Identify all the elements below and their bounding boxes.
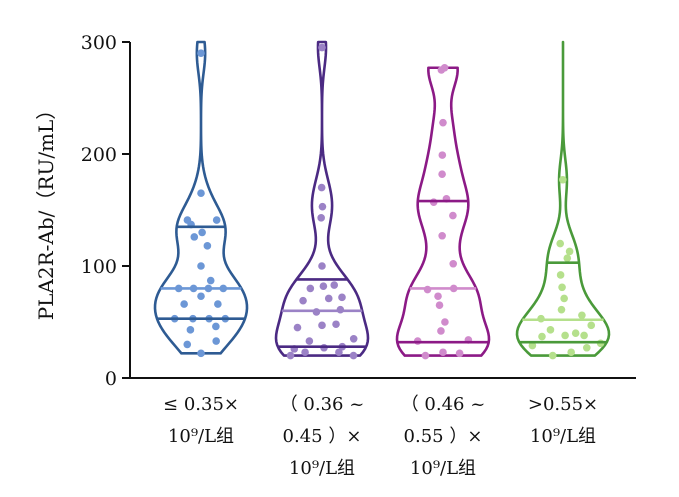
x-category-label: （ 0.46 ~ xyxy=(401,394,486,415)
violin-plots xyxy=(153,40,611,360)
x-category-label: 0.45 ）× xyxy=(283,426,362,447)
data-point xyxy=(335,348,343,357)
data-point xyxy=(206,276,215,285)
violin-outline xyxy=(153,40,249,355)
y-axis-ticks: 0 100 200 300 xyxy=(81,32,130,390)
data-point xyxy=(565,247,574,256)
data-point xyxy=(318,202,327,211)
data-point xyxy=(556,271,565,279)
data-point xyxy=(421,351,430,360)
data-point xyxy=(286,351,295,360)
data-point xyxy=(324,294,333,303)
x-category-label: 10⁹/L组 xyxy=(168,426,234,447)
data-point xyxy=(349,335,358,343)
data-point xyxy=(556,239,564,248)
x-category-label: ≤ 0.35× xyxy=(163,394,239,415)
data-point xyxy=(437,327,445,335)
data-point xyxy=(438,170,446,178)
data-point xyxy=(318,262,326,270)
data-point xyxy=(435,301,444,310)
data-point xyxy=(197,262,205,270)
data-point xyxy=(439,118,447,127)
data-point xyxy=(317,214,325,222)
data-point xyxy=(434,292,442,301)
x-category-label: 0.55 ）× xyxy=(404,426,483,447)
violin-group xyxy=(274,40,370,360)
data-point xyxy=(305,337,314,345)
data-point xyxy=(587,321,596,330)
data-point xyxy=(197,49,205,57)
data-point xyxy=(538,332,546,341)
data-point xyxy=(578,311,586,320)
data-point xyxy=(301,348,309,357)
data-point xyxy=(190,233,199,241)
y-tick-label: 0 xyxy=(105,368,117,390)
data-point xyxy=(318,321,326,330)
data-point xyxy=(212,322,220,331)
data-point xyxy=(546,326,555,334)
violin-outline xyxy=(395,66,491,357)
data-point xyxy=(212,337,220,345)
data-point xyxy=(214,300,222,308)
violin-group xyxy=(153,40,249,358)
data-point xyxy=(299,296,307,305)
data-point xyxy=(559,175,567,184)
data-point xyxy=(212,216,221,224)
data-point xyxy=(438,151,447,159)
y-tick-label: 100 xyxy=(81,256,117,278)
data-point xyxy=(455,349,464,358)
x-category-label: 10⁹/L组 xyxy=(289,458,355,479)
data-point xyxy=(439,348,447,357)
data-point xyxy=(561,331,569,340)
data-point xyxy=(197,349,205,358)
data-point xyxy=(548,351,557,360)
data-point xyxy=(330,281,339,289)
axes xyxy=(129,42,636,379)
violin-outline xyxy=(515,40,611,357)
data-point xyxy=(449,211,457,220)
data-point xyxy=(560,294,568,303)
data-point xyxy=(563,254,572,262)
data-point xyxy=(438,231,446,240)
violin-outline xyxy=(274,40,370,357)
x-category-label: 10⁹/L组 xyxy=(530,426,596,447)
data-point xyxy=(198,228,206,237)
data-point xyxy=(338,293,346,302)
x-category-label: >0.55× xyxy=(528,394,598,415)
data-point xyxy=(319,282,328,290)
data-point xyxy=(293,323,302,332)
data-point xyxy=(203,242,212,250)
data-point xyxy=(349,351,358,360)
y-axis-label: PLA2R-Ab/（RU/mL） xyxy=(34,100,58,321)
data-point xyxy=(449,259,458,268)
data-point xyxy=(571,329,580,338)
data-point xyxy=(183,216,192,224)
violin-group xyxy=(515,40,611,360)
data-point xyxy=(580,331,588,340)
data-point xyxy=(197,292,205,301)
data-point xyxy=(197,189,205,197)
data-point xyxy=(582,343,591,352)
violin-group xyxy=(395,63,491,360)
data-point xyxy=(318,43,326,52)
data-point xyxy=(567,348,575,357)
data-point xyxy=(186,326,195,334)
x-category-label: （ 0.36 ~ xyxy=(280,394,365,415)
data-point xyxy=(180,300,188,308)
y-tick-label: 300 xyxy=(81,32,117,54)
x-category-label: 10⁹/L组 xyxy=(410,458,476,479)
data-point xyxy=(332,320,340,329)
x-axis-category-labels: ≤ 0.35× 10⁹/L组 （ 0.36 ~ 0.45 ）× 10⁹/L组 （ 0.46… xyxy=(163,394,598,479)
data-point xyxy=(317,183,326,192)
y-tick-label: 200 xyxy=(81,144,117,166)
data-point xyxy=(440,63,449,72)
data-point xyxy=(557,305,566,314)
data-point xyxy=(558,283,566,292)
data-point xyxy=(306,284,315,293)
data-point xyxy=(183,340,192,349)
data-point xyxy=(528,341,537,350)
data-point xyxy=(441,318,449,326)
